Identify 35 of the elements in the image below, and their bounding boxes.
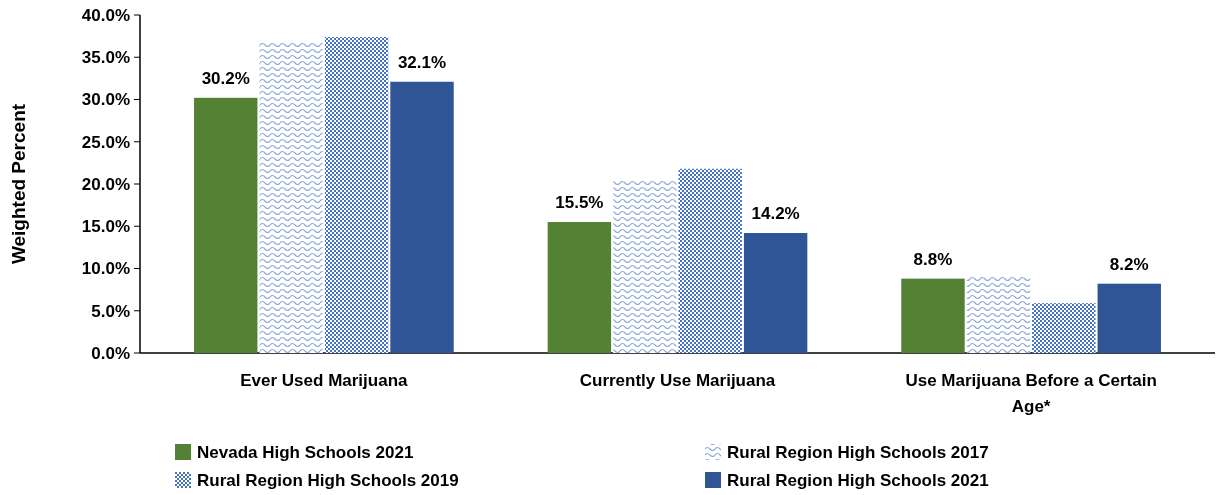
bar bbox=[1032, 303, 1096, 353]
y-tick-label: 40.0% bbox=[81, 5, 130, 25]
data-label: 30.2% bbox=[201, 68, 250, 88]
y-tick-label: 30.0% bbox=[81, 90, 130, 110]
bar bbox=[743, 233, 808, 353]
bar bbox=[901, 278, 965, 353]
legend-label: Rural Region High Schools 2017 bbox=[727, 442, 989, 462]
legend-label: Nevada High Schools 2021 bbox=[197, 442, 414, 462]
y-tick-label: 5.0% bbox=[91, 301, 130, 321]
legend-label: Rural Region High Schools 2021 bbox=[727, 470, 989, 490]
y-tick-label: 35.0% bbox=[81, 48, 130, 68]
data-label: 8.2% bbox=[1109, 254, 1149, 274]
y-tick-label: 20.0% bbox=[81, 174, 130, 194]
bar bbox=[324, 36, 389, 353]
bar bbox=[547, 222, 612, 353]
y-tick-label: 0.0% bbox=[91, 343, 130, 363]
x-tick-label: Currently Use Marijuana bbox=[579, 371, 776, 390]
bar bbox=[390, 81, 454, 353]
bar bbox=[194, 97, 258, 353]
bar bbox=[613, 180, 677, 353]
data-label: 14.2% bbox=[751, 204, 800, 224]
y-axis-title: Weighted Percent bbox=[8, 103, 29, 265]
bar bbox=[966, 276, 1031, 353]
bar bbox=[1097, 283, 1161, 353]
data-label: 15.5% bbox=[555, 193, 604, 213]
bar bbox=[259, 42, 323, 353]
legend-label: Rural Region High Schools 2019 bbox=[197, 470, 459, 490]
data-label: 8.8% bbox=[913, 249, 953, 269]
bar bbox=[678, 168, 742, 353]
y-tick-label: 15.0% bbox=[81, 217, 130, 237]
y-tick-label: 25.0% bbox=[81, 132, 130, 152]
x-tick-label: Use Marijuana Before a Certain Age* bbox=[905, 371, 1157, 416]
y-tick-label: 10.0% bbox=[81, 259, 130, 279]
data-label: 32.1% bbox=[397, 52, 447, 72]
x-tick-label: Ever Used Marijuana bbox=[240, 371, 409, 390]
